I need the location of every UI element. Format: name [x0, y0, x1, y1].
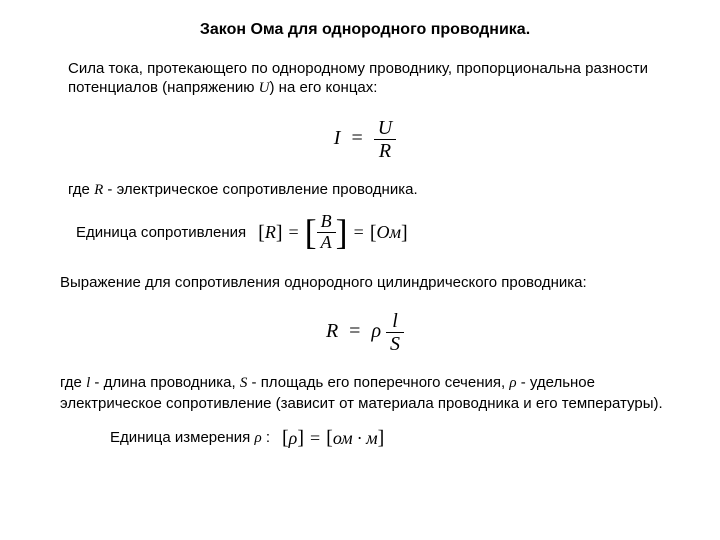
formula-resistivity: R = ρ l S — [60, 310, 670, 355]
fraction2-numerator: l — [386, 310, 404, 333]
rho-unit-label: Единица измерения ρ : — [110, 428, 270, 449]
text-l-def: - длина проводника, — [90, 374, 240, 391]
symbol-r: R — [94, 182, 103, 198]
fraction-numerator: U — [374, 117, 396, 140]
paragraph-intro: Сила тока, протекающего по однородному п… — [60, 59, 670, 99]
fraction-ur: U R — [374, 117, 396, 162]
rho-label-a: Единица измерения — [110, 429, 254, 446]
rho-unit-equation: [ρ] = [ом · м] — [282, 425, 384, 451]
fraction-ls: l S — [386, 310, 404, 355]
unit-frac-num: В — [317, 212, 336, 233]
unit-equation: [R] = [ В А ] = [Ом] — [258, 212, 408, 253]
text-r-def: - электрическое сопротивление проводника… — [103, 181, 417, 198]
text-where-2: где — [60, 374, 86, 391]
paragraph-r-def: где R - электрическое сопротивление пров… — [60, 180, 670, 201]
unit-frac-den: А — [317, 233, 336, 253]
unit-resistance-row: Единица сопротивления [R] = [ В А ] = [О… — [76, 212, 670, 253]
unit-right-symbol: Ом — [376, 221, 401, 244]
formula2-lhs: R — [326, 320, 338, 342]
fraction-denominator: R — [374, 140, 396, 162]
text-s-def: - площадь его поперечного сечения, — [247, 374, 509, 391]
rho-eq-right: ом · м — [333, 427, 378, 450]
equals-sign: = — [351, 127, 367, 149]
text-intro-b: ) на его концах: — [270, 79, 378, 96]
rho-eq-left: ρ — [289, 427, 298, 450]
rho-label-sym: ρ — [254, 430, 261, 446]
page-title: Закон Ома для однородного проводника. — [60, 20, 670, 41]
rho-label-b: : — [262, 429, 270, 446]
formula2-rho: ρ — [371, 320, 381, 342]
formula-ohms-law: I = U R — [60, 117, 670, 162]
formula-lhs: I — [334, 127, 341, 149]
equals-sign-2: = — [349, 320, 365, 342]
unit-rho-row: Единица измерения ρ : [ρ] = [ом · м] — [110, 425, 670, 451]
symbol-u: U — [259, 80, 270, 96]
unit-label: Единица сопротивления — [76, 223, 246, 243]
paragraph-symbols: где l - длина проводника, S - площадь ег… — [60, 373, 670, 413]
text-where: где — [68, 181, 94, 198]
fraction2-denominator: S — [386, 333, 404, 355]
symbol-rho: ρ — [509, 375, 516, 391]
paragraph-cylinder: Выражение для сопротивления однородного … — [60, 273, 670, 293]
unit-left-symbol: R — [265, 221, 276, 244]
